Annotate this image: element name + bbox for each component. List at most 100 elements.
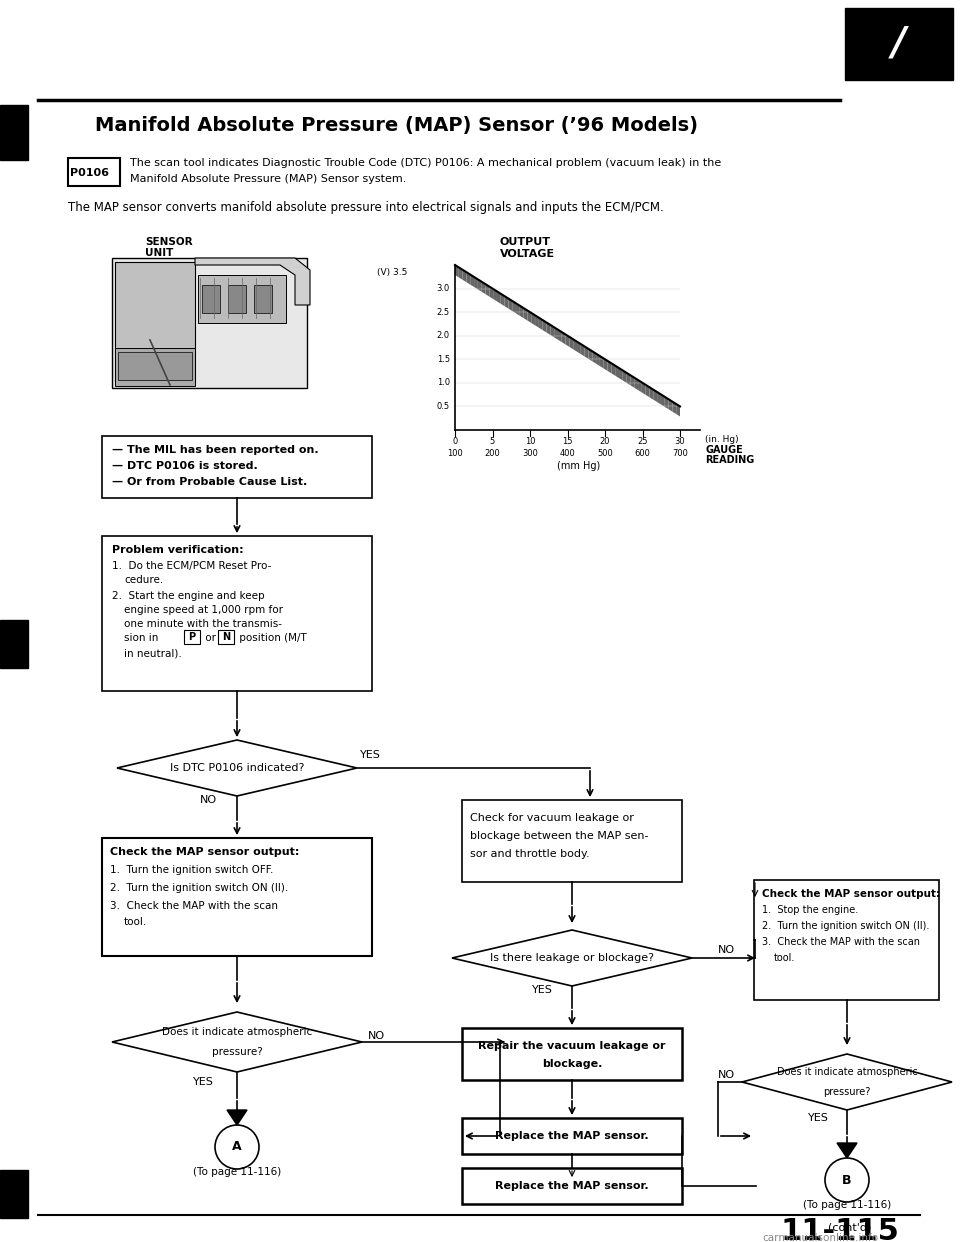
Text: carmanualsonline.info: carmanualsonline.info — [762, 1233, 878, 1242]
Polygon shape — [516, 303, 519, 315]
Text: pressure?: pressure? — [211, 1047, 262, 1057]
Bar — [202, 284, 220, 313]
Text: YES: YES — [532, 985, 553, 995]
Polygon shape — [550, 325, 554, 338]
Text: 2.  Turn the ignition switch ON (II).: 2. Turn the ignition switch ON (II). — [762, 922, 929, 932]
Bar — [198, 274, 286, 323]
Text: 1.5: 1.5 — [437, 355, 450, 364]
Polygon shape — [672, 401, 676, 414]
Text: l: l — [15, 1194, 20, 1207]
Text: NO: NO — [200, 795, 217, 805]
Text: 3.  Check the MAP with the scan: 3. Check the MAP with the scan — [110, 900, 278, 910]
Bar — [228, 284, 246, 313]
Text: or: or — [202, 633, 219, 643]
Polygon shape — [554, 328, 558, 340]
Polygon shape — [623, 370, 627, 383]
Polygon shape — [482, 282, 486, 294]
Text: N: N — [222, 632, 230, 642]
Polygon shape — [513, 301, 516, 313]
Polygon shape — [604, 359, 608, 371]
Bar — [462, 1028, 682, 1081]
Text: sion in: sion in — [124, 633, 161, 643]
Text: (in. Hg): (in. Hg) — [705, 436, 738, 445]
Polygon shape — [635, 378, 638, 390]
Polygon shape — [501, 294, 505, 307]
Text: 0.5: 0.5 — [437, 402, 450, 411]
Text: P: P — [188, 632, 196, 642]
Polygon shape — [642, 383, 646, 395]
Polygon shape — [509, 298, 513, 310]
Polygon shape — [619, 368, 623, 380]
Text: 30: 30 — [675, 437, 685, 447]
Text: 1.  Do the ECM/PCM Reset Pro-: 1. Do the ECM/PCM Reset Pro- — [112, 561, 272, 571]
Text: tool.: tool. — [124, 917, 147, 927]
Bar — [68, 158, 120, 186]
Polygon shape — [573, 339, 577, 351]
Bar — [102, 537, 372, 691]
Text: one minute with the transmis-: one minute with the transmis- — [124, 619, 282, 628]
Text: VOLTAGE: VOLTAGE — [500, 248, 555, 260]
Polygon shape — [117, 740, 357, 796]
Text: NO: NO — [368, 1031, 385, 1041]
Text: 5: 5 — [490, 437, 495, 447]
Text: — Or from Probable Cause List.: — Or from Probable Cause List. — [112, 477, 307, 487]
Text: pressure?: pressure? — [824, 1087, 871, 1097]
Bar — [462, 1118, 682, 1154]
Text: 3.  Check the MAP with the scan: 3. Check the MAP with the scan — [762, 936, 920, 946]
Polygon shape — [546, 323, 550, 335]
Text: position (M/T: position (M/T — [236, 633, 307, 643]
Text: Check for vacuum leakage or: Check for vacuum leakage or — [470, 814, 634, 823]
Text: 25: 25 — [637, 437, 648, 447]
Text: 20: 20 — [600, 437, 611, 447]
Polygon shape — [742, 1054, 952, 1110]
Text: 10: 10 — [525, 437, 536, 447]
Text: Check the MAP sensor output:: Check the MAP sensor output: — [762, 889, 940, 899]
Polygon shape — [539, 318, 542, 330]
Polygon shape — [660, 395, 664, 407]
Polygon shape — [195, 258, 310, 306]
Polygon shape — [631, 375, 635, 388]
Text: 15: 15 — [563, 437, 573, 447]
Text: 100: 100 — [447, 450, 463, 458]
Polygon shape — [608, 361, 612, 374]
Text: GAUGE: GAUGE — [705, 445, 743, 455]
Polygon shape — [600, 356, 604, 369]
Bar — [754, 881, 939, 1000]
Polygon shape — [519, 306, 523, 318]
Polygon shape — [612, 363, 615, 375]
Polygon shape — [527, 310, 531, 323]
Polygon shape — [459, 267, 463, 279]
Polygon shape — [638, 380, 642, 392]
Polygon shape — [668, 399, 672, 411]
Polygon shape — [505, 296, 509, 308]
Text: /: / — [892, 25, 906, 63]
Polygon shape — [664, 397, 668, 409]
Bar — [254, 284, 272, 313]
Circle shape — [215, 1125, 259, 1169]
Polygon shape — [581, 344, 585, 356]
Text: cedure.: cedure. — [124, 575, 163, 585]
Text: (V) 3.5: (V) 3.5 — [376, 268, 407, 277]
Polygon shape — [490, 287, 493, 299]
Polygon shape — [585, 347, 588, 359]
Text: P0106: P0106 — [70, 168, 109, 178]
Bar — [184, 630, 200, 645]
Polygon shape — [535, 315, 539, 328]
Text: 400: 400 — [560, 450, 575, 458]
Text: YES: YES — [360, 750, 381, 760]
Text: tool.: tool. — [774, 953, 796, 963]
Polygon shape — [531, 313, 535, 325]
Polygon shape — [470, 274, 474, 287]
Text: Does it indicate atmospheric: Does it indicate atmospheric — [162, 1027, 312, 1037]
Bar — [115, 348, 195, 386]
Polygon shape — [562, 332, 565, 344]
Text: READING: READING — [705, 455, 755, 465]
Bar — [0, 620, 28, 668]
Polygon shape — [592, 351, 596, 364]
Text: engine speed at 1,000 rpm for: engine speed at 1,000 rpm for — [124, 605, 283, 615]
Text: Problem verification:: Problem verification: — [112, 545, 244, 555]
Text: Repair the vacuum leakage or: Repair the vacuum leakage or — [478, 1041, 665, 1051]
Polygon shape — [227, 1110, 247, 1125]
Text: (To page 11-116): (To page 11-116) — [803, 1200, 891, 1210]
Polygon shape — [467, 272, 470, 284]
